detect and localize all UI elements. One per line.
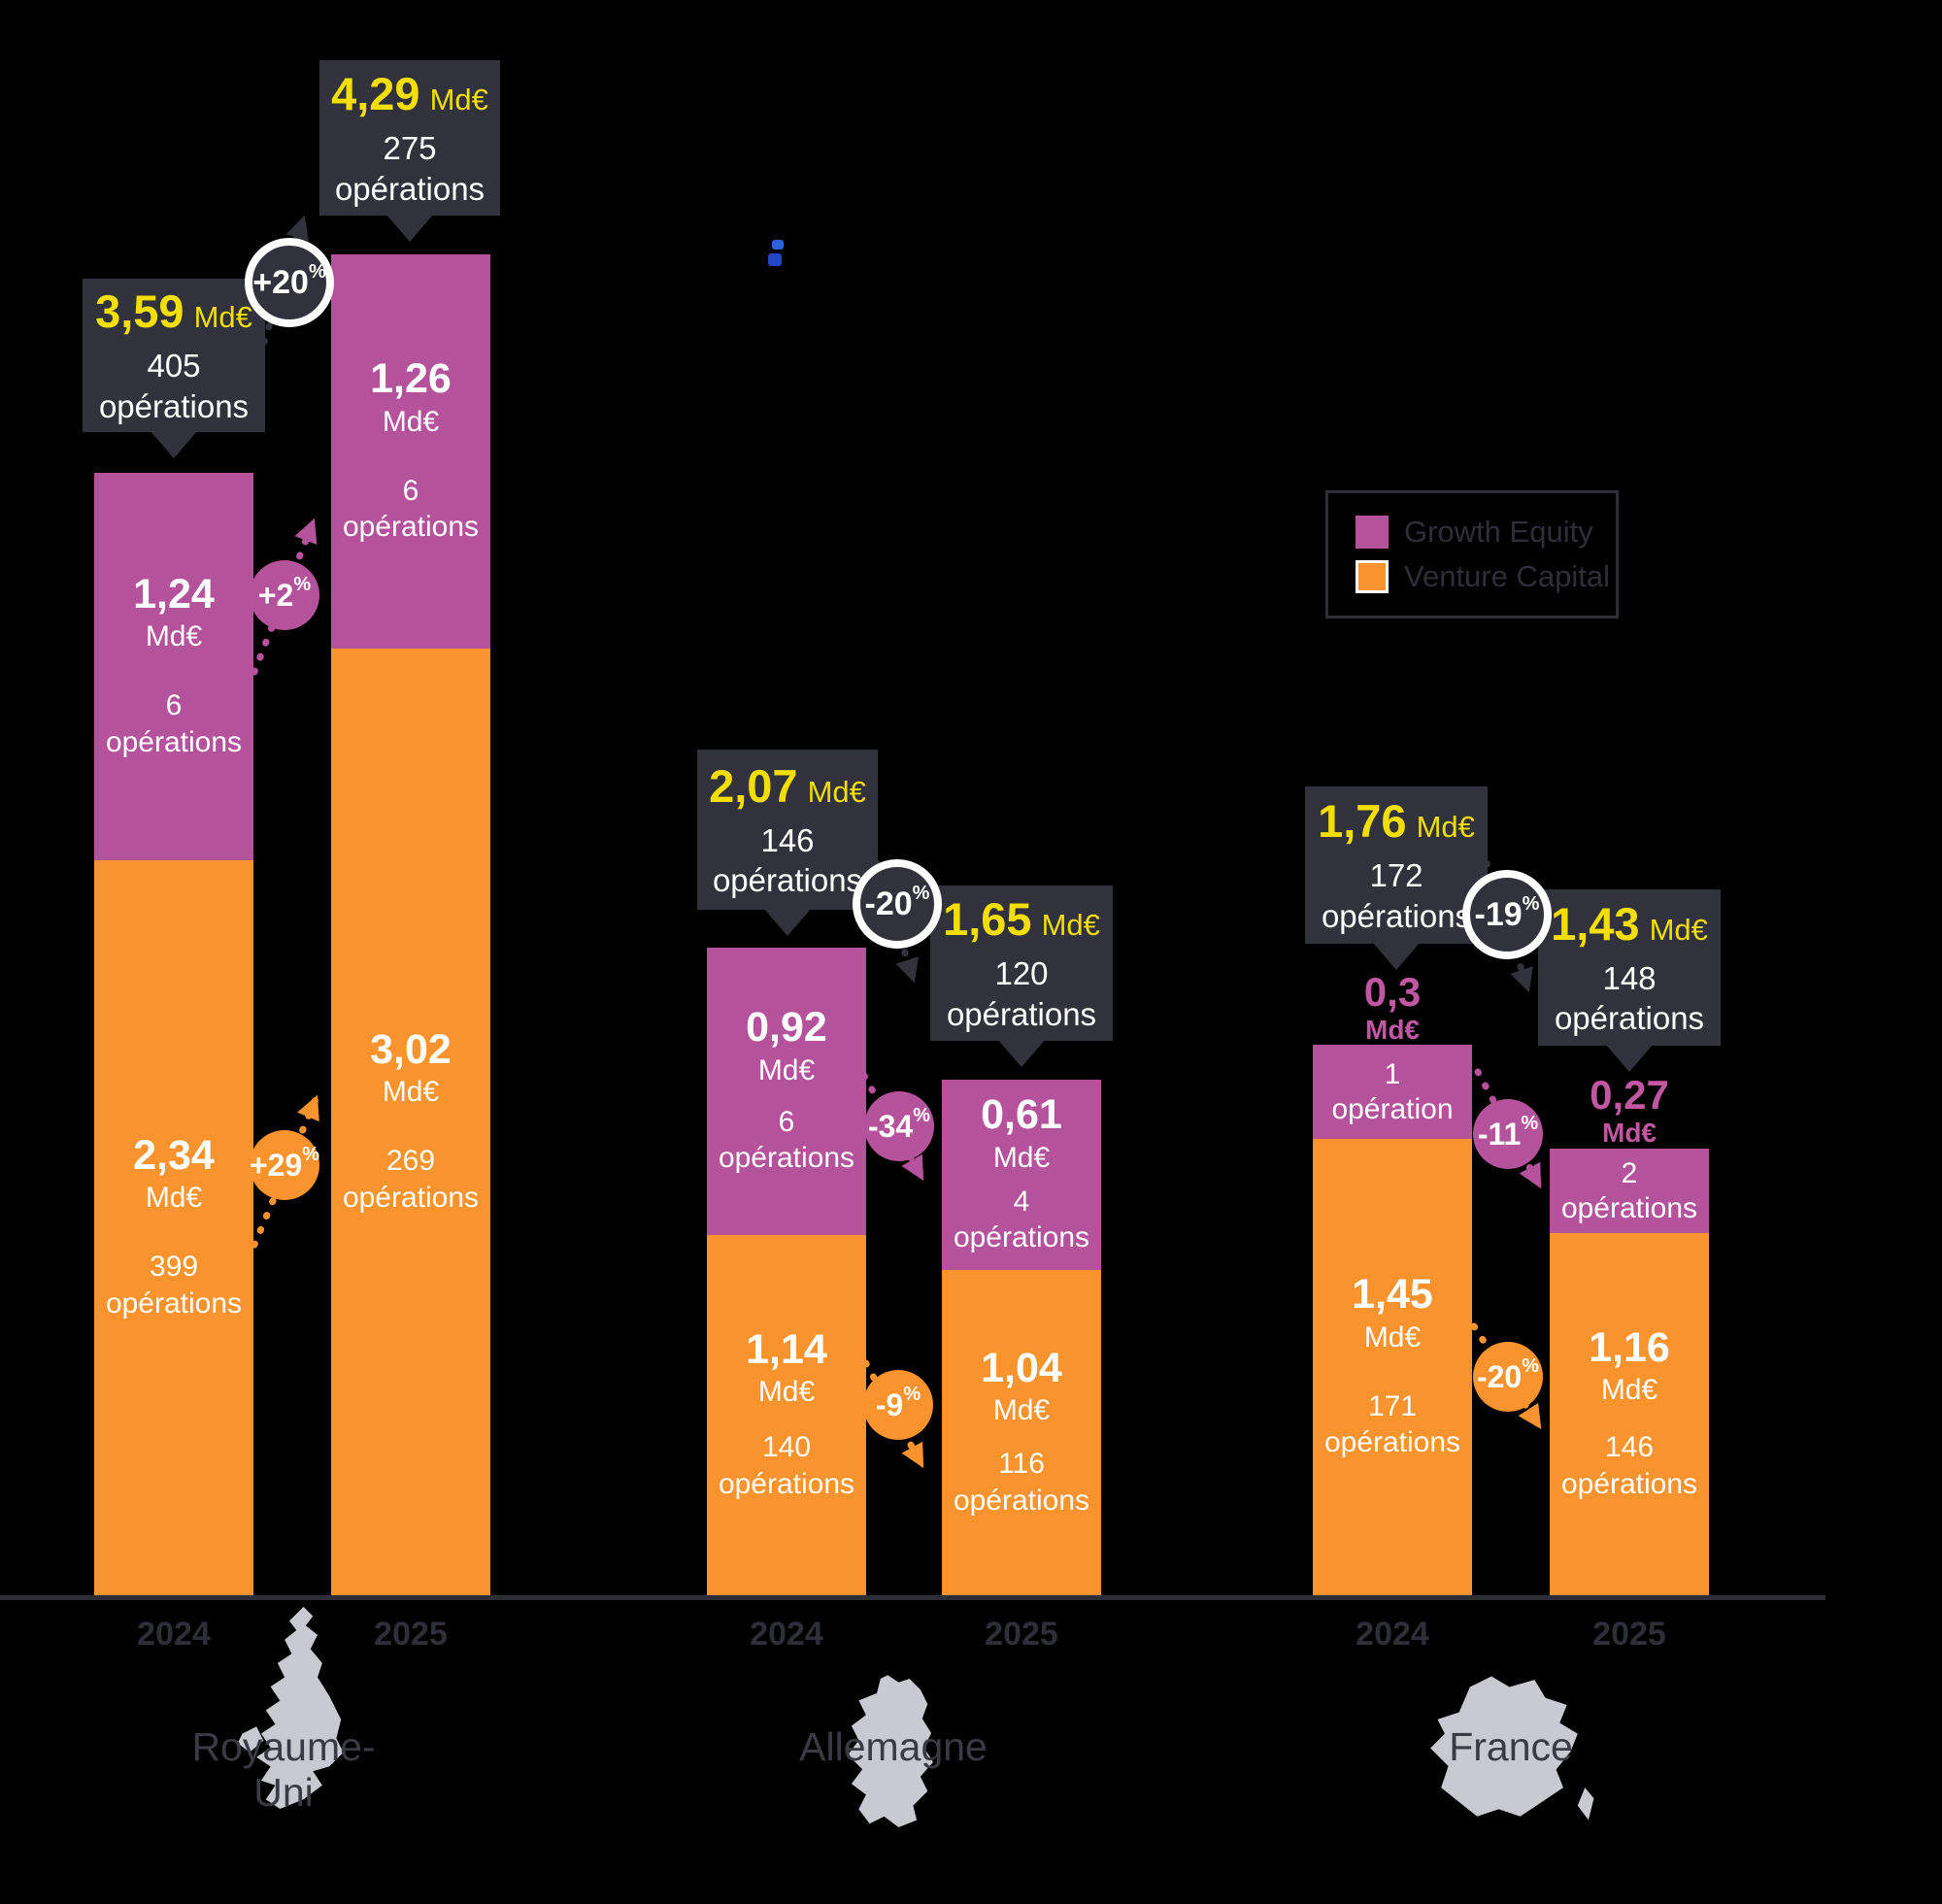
venture-capital-change-badge-france: -20% — [1473, 1342, 1543, 1412]
callout-germany-2025: 1,65 Md€ 120 opérations — [930, 885, 1113, 1067]
venture-capital-change-badge-germany: -9% — [863, 1370, 933, 1440]
legend-item-growth-equity: Growth Equity — [1356, 515, 1616, 550]
uk-2025-growth-equity-segment: 1,26 Md€ 6 opérations — [331, 254, 490, 649]
segment-operations: 4 opérations — [953, 1185, 1090, 1254]
segment-value: 1,16 — [1589, 1323, 1670, 1371]
segment-operations: 140 opérations — [718, 1431, 855, 1500]
france-2024-venture-capital-segment: 1,45 Md€ 171 opérations — [1313, 1139, 1472, 1595]
x-axis-line — [0, 1595, 1825, 1600]
segment-value: 0,61 — [981, 1091, 1062, 1139]
germany-2024-growth-equity-segment: 0,92 Md€ 6 opérations — [707, 948, 866, 1235]
france-2024-growth-equity-value: 0,3 Md€ — [1363, 969, 1422, 1046]
legend-item-venture-capital: Venture Capital — [1356, 559, 1616, 594]
callout-tail — [1605, 1044, 1654, 1072]
total-change-badge-uk: +20% — [245, 238, 334, 327]
callout-tail — [763, 908, 812, 936]
total-change-badge-france: -19% — [1462, 870, 1552, 959]
segment-operations: 116 opérations — [953, 1448, 1090, 1517]
segment-value: 1,14 — [746, 1325, 827, 1373]
segment-value: 1,45 — [1352, 1271, 1433, 1319]
callout-uk-2024: 3,59 Md€ 405 opérations — [83, 279, 265, 458]
germany-2025-growth-equity-segment: 0,61 Md€ 4 opérations — [942, 1080, 1101, 1270]
uk-2024-growth-equity-segment: 1,24 Md€ 6 opérations — [94, 473, 253, 860]
france-2024-growth-equity-segment: 1 opération — [1313, 1045, 1472, 1139]
segment-value: 0,92 — [746, 1004, 827, 1052]
growth-equity-change-badge-france: -11% — [1473, 1099, 1543, 1169]
segment-operations: 6 opérations — [342, 474, 480, 544]
callout-tail — [385, 214, 434, 242]
segment-unit: Md€ — [992, 1141, 1051, 1174]
france-2025-growth-equity-value: 0,27 Md€ — [1590, 1072, 1669, 1149]
segment-unit: Md€ — [145, 620, 203, 653]
growth-equity-change-badge-germany: -34% — [864, 1091, 934, 1161]
year-label-germany-2025: 2025 — [985, 1616, 1058, 1653]
segment-operations: 146 opérations — [1560, 1431, 1698, 1500]
callout-tail — [1372, 942, 1421, 970]
callout-uk-2025: 4,29 Md€ 275 opérations — [319, 60, 500, 242]
year-label-france-2024: 2024 — [1356, 1616, 1429, 1653]
venture-capital-swatch-icon — [1356, 560, 1389, 593]
segment-unit: Md€ — [757, 1053, 816, 1086]
uk-2024-venture-capital-segment: 2,34 Md€ 399 opérations — [94, 860, 253, 1595]
segment-value: 1,04 — [981, 1344, 1062, 1391]
segment-operations: 269 opérations — [342, 1145, 480, 1214]
segment-unit: Md€ — [1363, 1320, 1422, 1353]
segment-unit: Md€ — [145, 1182, 203, 1215]
callout-tail — [150, 430, 198, 458]
uk-map-icon — [237, 1606, 344, 1809]
year-label-france-2025: 2025 — [1592, 1616, 1666, 1653]
segment-operations: 6 opérations — [105, 689, 243, 758]
year-label-uk-2025: 2025 — [374, 1616, 448, 1653]
segment-value: 1,24 — [133, 570, 215, 618]
year-label-germany-2024: 2024 — [750, 1616, 823, 1653]
uk-2025-venture-capital-segment: 3,02 Md€ 269 opérations — [331, 649, 490, 1595]
total-change-badge-germany: -20% — [853, 859, 942, 949]
segment-value: 1,26 — [370, 355, 452, 403]
country-label-uk: Royaume-Uni — [191, 1724, 376, 1815]
segment-operations: 6 opérations — [718, 1105, 855, 1175]
country-label-germany: Allemagne — [799, 1724, 988, 1769]
segment-value: 2,34 — [133, 1131, 215, 1179]
france-map-icon — [1430, 1676, 1594, 1820]
venture-capital-change-badge-uk: +29% — [250, 1130, 319, 1200]
legend: Growth Equity Venture Capital — [1325, 490, 1619, 618]
callout-germany-2024: 2,07 Md€ 146 opérations — [697, 750, 878, 936]
segment-unit: Md€ — [382, 405, 440, 438]
france-2025-growth-equity-segment: 2 opérations — [1550, 1149, 1709, 1233]
germany-2024-venture-capital-segment: 1,14 Md€ 140 opérations — [707, 1235, 866, 1595]
germany-2025-venture-capital-segment: 1,04 Md€ 116 opérations — [942, 1270, 1101, 1595]
year-label-uk-2024: 2024 — [137, 1616, 211, 1653]
segment-operations: 171 opérations — [1323, 1389, 1461, 1459]
growth-equity-change-badge-uk: +2% — [250, 560, 319, 630]
callout-france-2025: 1,43 Md€ 148 opérations — [1538, 889, 1721, 1072]
segment-unit: Md€ — [1600, 1374, 1658, 1407]
country-label-france: France — [1449, 1724, 1573, 1769]
callout-france-2024: 1,76 Md€ 172 opérations — [1305, 786, 1488, 970]
germany-map-icon — [848, 1675, 933, 1828]
growth-equity-swatch-icon — [1356, 516, 1389, 549]
segment-unit: Md€ — [757, 1376, 816, 1409]
segment-operations: 2 opérations — [1560, 1156, 1698, 1224]
france-2025-venture-capital-segment: 1,16 Md€ 146 opérations — [1550, 1233, 1709, 1595]
segment-operations: 399 opérations — [105, 1251, 243, 1319]
blue-speck — [768, 253, 782, 266]
callout-tail — [997, 1039, 1046, 1067]
segment-value: 3,02 — [370, 1025, 452, 1073]
blue-speck — [772, 240, 784, 250]
segment-unit: Md€ — [992, 1394, 1051, 1427]
segment-operations: 1 opération — [1331, 1057, 1454, 1125]
segment-unit: Md€ — [382, 1076, 440, 1109]
